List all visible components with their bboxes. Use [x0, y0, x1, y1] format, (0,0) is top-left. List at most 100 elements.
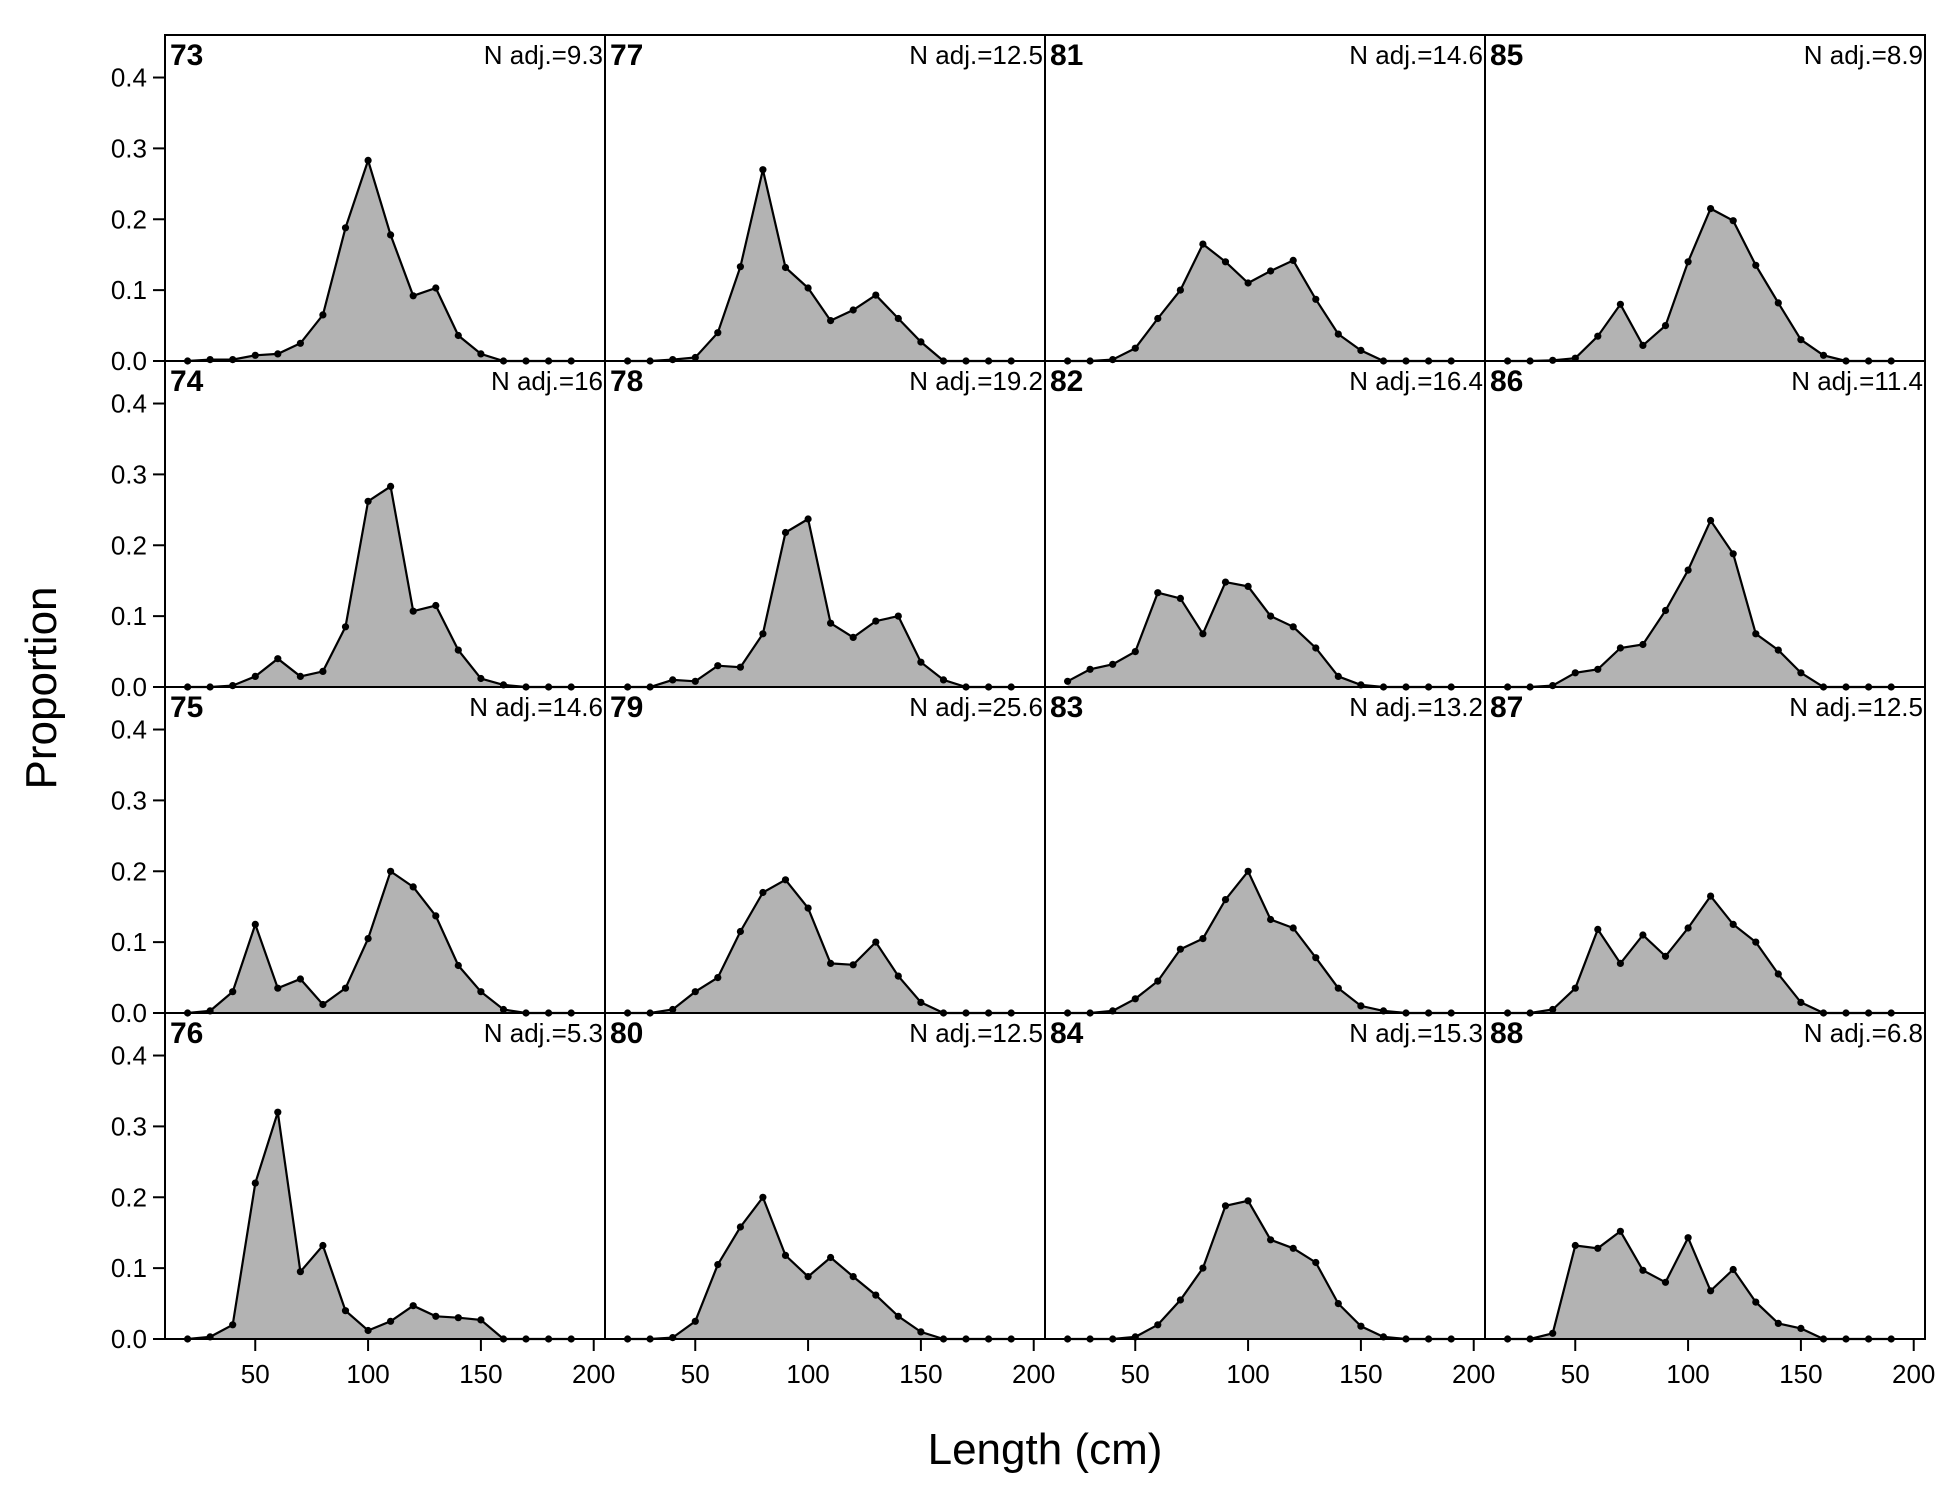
data-point-81-150 — [1357, 346, 1365, 354]
data-point-88-100 — [1684, 1234, 1692, 1242]
data-point-88-70 — [1616, 1227, 1624, 1235]
y-tick-label-73-2: 0.2 — [111, 204, 147, 234]
data-point-75-140 — [454, 961, 462, 970]
data-point-76-60 — [274, 1108, 282, 1116]
data-point-83-150 — [1357, 1002, 1365, 1010]
data-point-82-50 — [1131, 648, 1139, 656]
data-point-86-70 — [1616, 644, 1624, 652]
data-point-84-130 — [1312, 1258, 1320, 1267]
data-point-81-100 — [1244, 279, 1252, 287]
x-tick-label-84-50: 50 — [1121, 1359, 1150, 1389]
data-point-81-130 — [1312, 295, 1320, 303]
data-point-73-130 — [432, 284, 440, 292]
data-point-80-60 — [714, 1261, 722, 1269]
data-point-85-90 — [1661, 322, 1670, 330]
data-point-77-70 — [736, 263, 745, 271]
y-axis-title: Proportion — [17, 586, 66, 789]
data-point-79-70 — [736, 927, 745, 936]
x-axis-title: Length (cm) — [928, 1425, 1163, 1474]
data-point-85-70 — [1616, 300, 1624, 308]
data-point-84-140 — [1334, 1300, 1342, 1308]
data-point-77-40 — [669, 356, 677, 364]
data-point-84-100 — [1244, 1197, 1252, 1205]
data-point-73-100 — [364, 156, 372, 164]
panel-78: 78 N adj.=19.2 — [604, 360, 1046, 691]
data-point-87-100 — [1684, 924, 1692, 932]
data-point-74-50 — [251, 672, 259, 681]
n-adj-label-85: N adj.=8.9 — [1804, 40, 1923, 70]
data-point-85-60 — [1594, 332, 1602, 340]
data-point-86-100 — [1684, 566, 1692, 574]
data-point-77-80 — [759, 166, 767, 174]
y-tick-label-76-3: 0.3 — [111, 1111, 147, 1141]
data-point-88-130 — [1752, 1298, 1760, 1306]
n-adj-label-73: N adj.=9.3 — [484, 40, 603, 70]
data-point-77-120 — [849, 306, 857, 314]
panel-frame-76 — [164, 1012, 606, 1340]
panel-label-85: 85 — [1490, 39, 1523, 72]
panel-81: 81 N adj.=14.6 — [1044, 34, 1486, 365]
data-point-88-140 — [1774, 1319, 1782, 1327]
data-point-73-40 — [229, 356, 237, 364]
y-tick-label-76-1: 0.1 — [111, 1253, 147, 1283]
panel-label-83: 83 — [1050, 691, 1083, 724]
data-point-74-140 — [454, 646, 462, 654]
data-point-82-20 — [1064, 677, 1072, 685]
data-point-83-60 — [1154, 977, 1162, 985]
data-point-82-140 — [1334, 672, 1342, 681]
data-point-79-130 — [872, 938, 880, 946]
area-fill-75 — [187, 871, 572, 1013]
y-tick-label-75-2: 0.2 — [111, 856, 147, 886]
data-point-77-90 — [781, 263, 790, 272]
y-tick-label-74-3: 0.3 — [111, 459, 147, 489]
data-point-83-80 — [1199, 935, 1207, 943]
data-point-86-110 — [1707, 516, 1715, 525]
data-point-77-110 — [827, 317, 835, 325]
data-point-77-50 — [691, 353, 699, 362]
data-point-74-110 — [387, 482, 395, 490]
data-point-79-100 — [804, 904, 812, 912]
data-point-78-80 — [759, 630, 767, 638]
data-point-80-70 — [736, 1223, 745, 1231]
panel-label-75: 75 — [170, 691, 203, 724]
area-fill-88 — [1507, 1231, 1892, 1339]
data-point-88-110 — [1707, 1287, 1715, 1295]
y-tick-label-73-0: 0.0 — [111, 346, 147, 376]
data-point-73-140 — [454, 331, 462, 340]
data-point-74-150 — [477, 674, 485, 683]
x-tick-label-80-100: 100 — [786, 1359, 829, 1389]
data-point-73-120 — [409, 292, 417, 300]
data-point-76-150 — [477, 1316, 485, 1324]
data-point-83-110 — [1267, 915, 1275, 924]
data-point-86-150 — [1797, 669, 1805, 677]
data-point-83-140 — [1334, 984, 1342, 992]
data-point-87-50 — [1571, 984, 1579, 992]
panel-label-88: 88 — [1490, 1017, 1523, 1050]
y-tick-label-73-3: 0.3 — [111, 133, 147, 163]
data-point-82-90 — [1221, 578, 1230, 586]
data-point-73-150 — [477, 350, 485, 358]
x-tick-label-76-50: 50 — [241, 1359, 270, 1389]
series-line-84 — [1067, 1199, 1452, 1341]
data-point-85-80 — [1639, 341, 1647, 349]
data-point-79-110 — [827, 959, 835, 968]
series-line-74 — [187, 484, 572, 689]
data-point-85-100 — [1684, 258, 1692, 266]
data-point-80-90 — [781, 1251, 790, 1259]
n-adj-label-87: N adj.=12.5 — [1789, 692, 1923, 722]
data-point-86-140 — [1774, 646, 1782, 654]
panel-76: 76 N adj.=5.3 — [164, 1012, 606, 1343]
data-point-84-150 — [1357, 1322, 1365, 1330]
n-adj-label-83: N adj.=13.2 — [1349, 692, 1483, 722]
data-point-82-30 — [1086, 665, 1094, 673]
data-point-80-80 — [759, 1193, 767, 1201]
data-point-81-60 — [1154, 314, 1162, 323]
area-fill-76 — [187, 1112, 572, 1339]
data-point-76-130 — [432, 1312, 440, 1320]
data-point-87-90 — [1661, 952, 1670, 960]
data-point-75-60 — [274, 984, 282, 992]
data-point-75-150 — [477, 988, 485, 996]
panel-87: 87 N adj.=12.5 — [1484, 686, 1926, 1017]
n-adj-label-77: N adj.=12.5 — [909, 40, 1043, 70]
data-point-81-70 — [1176, 286, 1184, 294]
